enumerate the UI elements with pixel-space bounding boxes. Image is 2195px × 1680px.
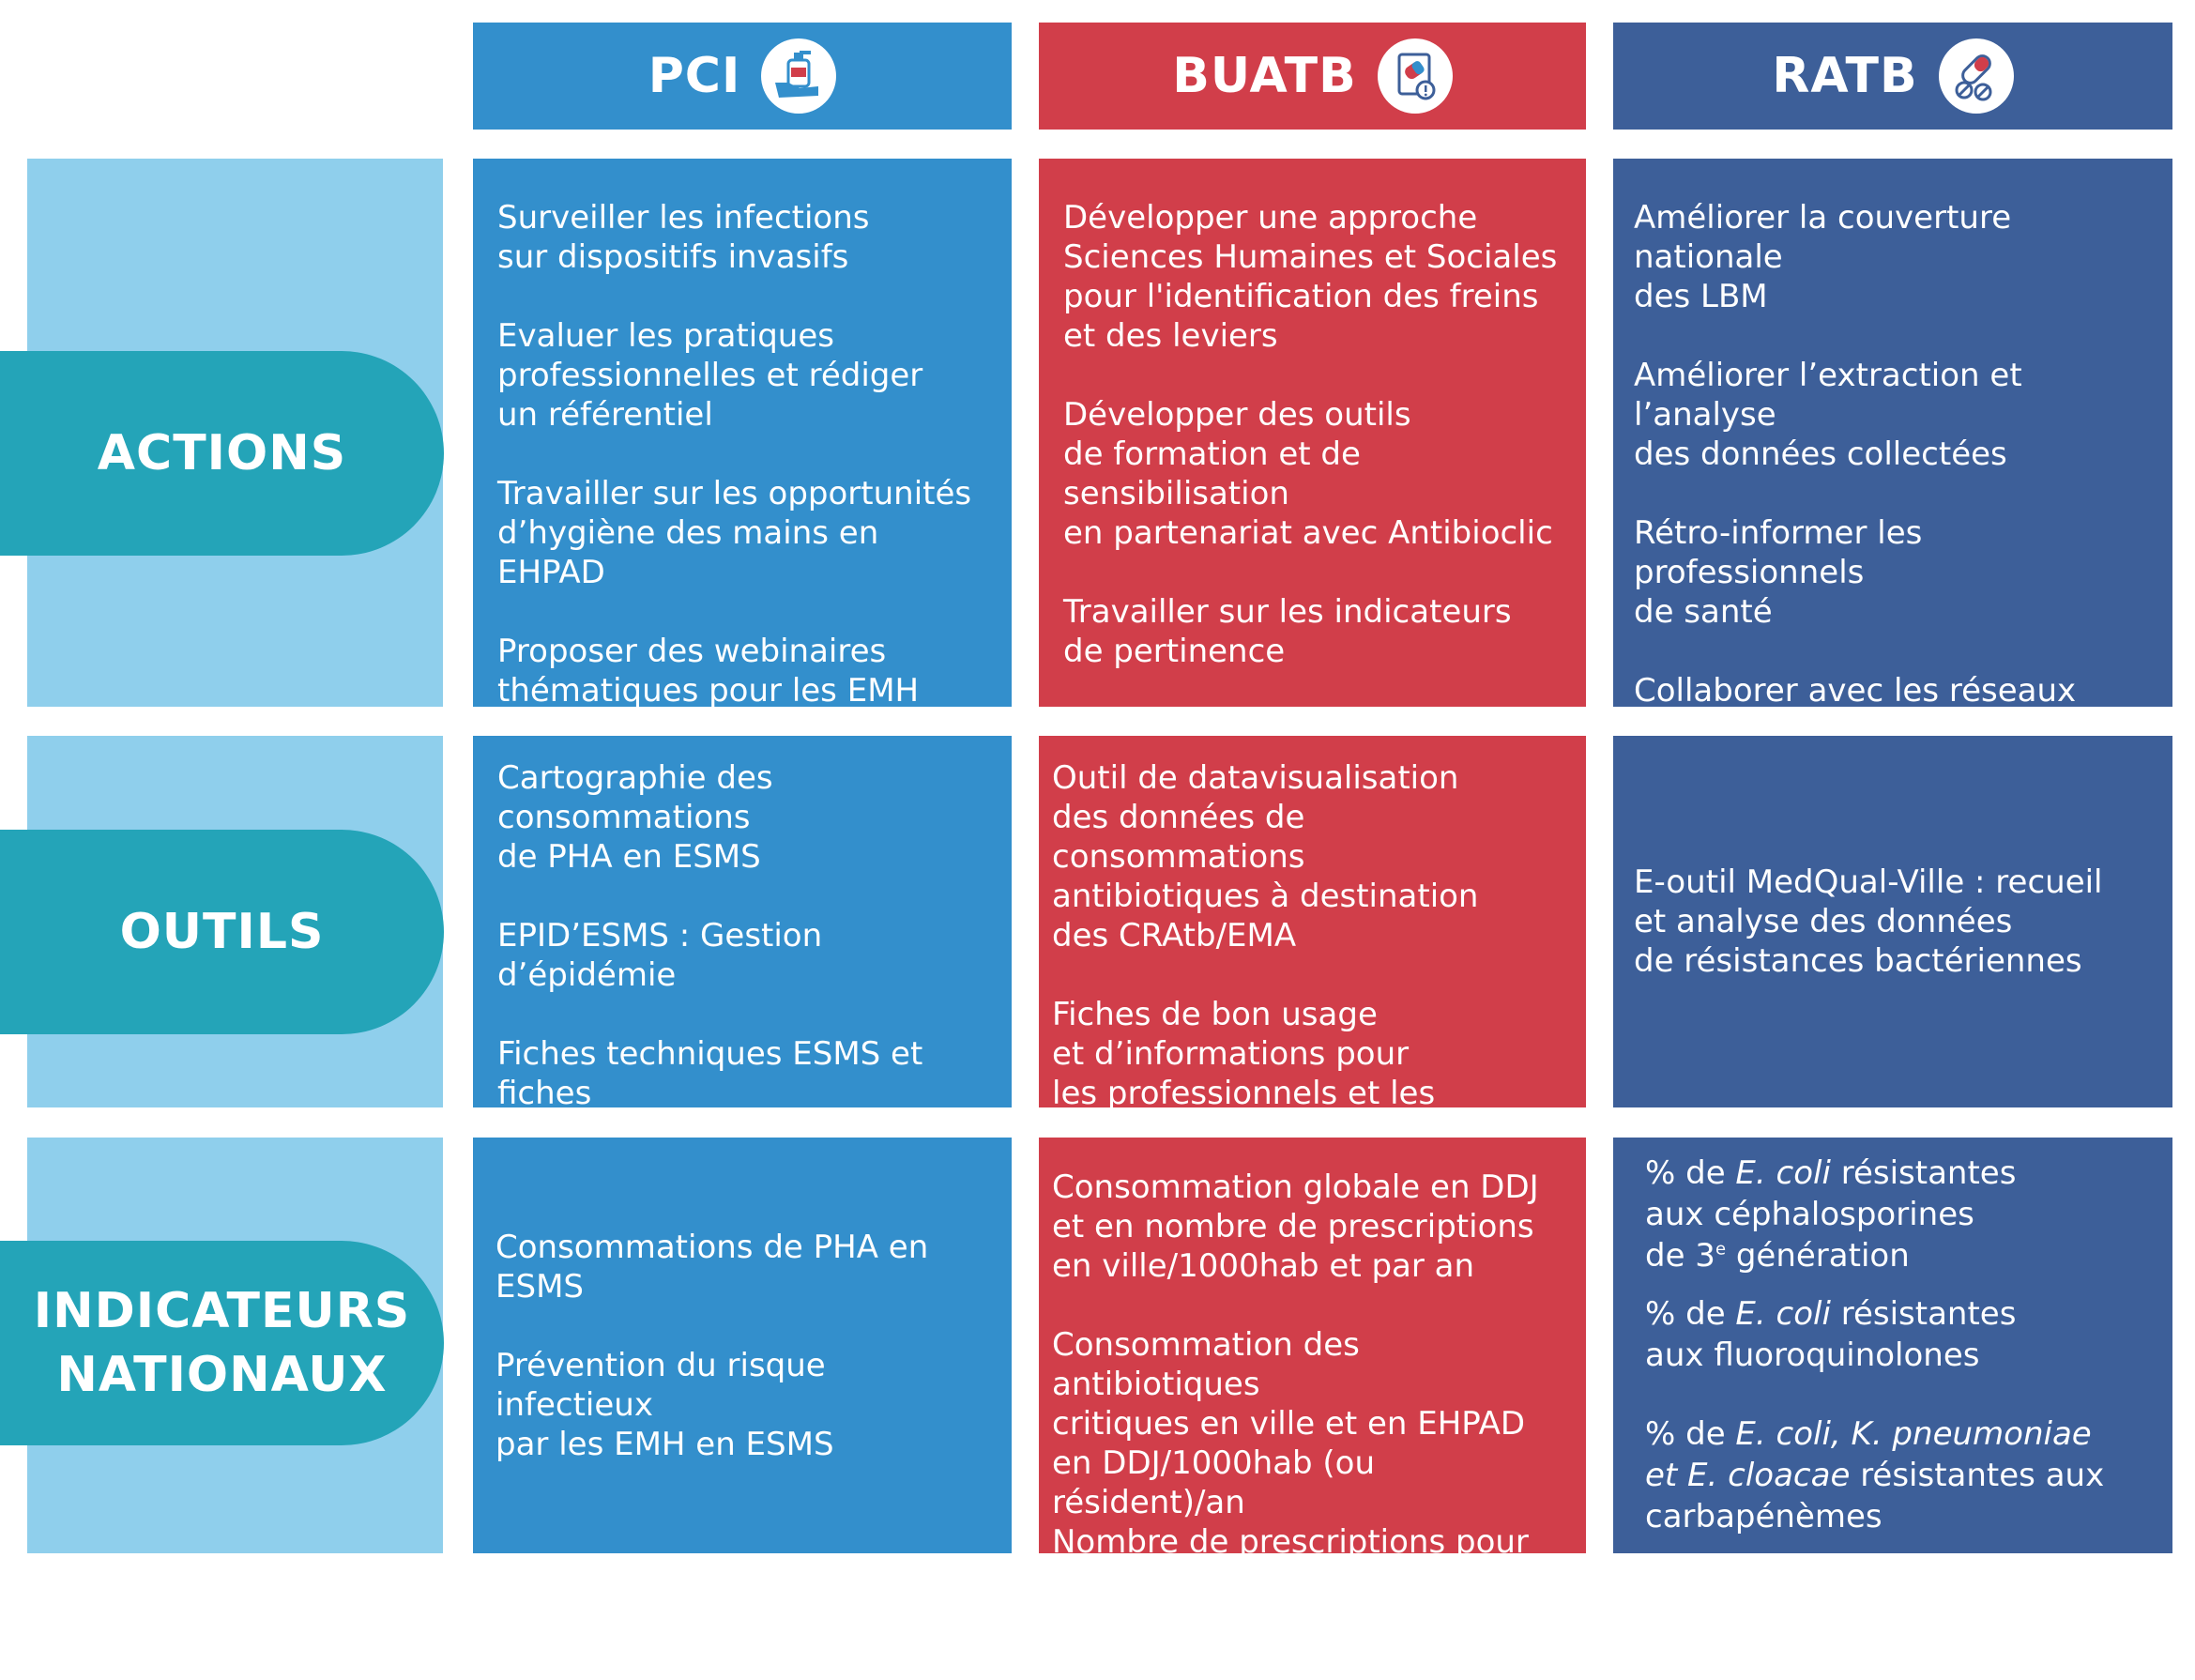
column-header-buatb: BUATB	[1039, 23, 1586, 130]
list-item: Travailler sur les indicateurs de pertin…	[1063, 593, 1512, 670]
cell-actions-ratb: Améliorer la couverture nationale des LB…	[1613, 159, 2172, 749]
column-title-buatb: BUATB	[1172, 48, 1357, 104]
pills-icon	[1938, 38, 2014, 114]
row-label-indicateurs: INDICATEURS NATIONAUX	[0, 1241, 444, 1445]
column-header-pci: PCI	[473, 23, 1012, 130]
list-item: Cartographie des consommations de PHA en…	[497, 759, 773, 876]
list-item: Fiches techniques ESMS et fiches pour le…	[497, 1035, 923, 1152]
list-item: Proposer des webinaires thématiques pour…	[497, 633, 920, 710]
list-item: Outil de datavisualisation des données d…	[1052, 759, 1479, 955]
list-item: Consommation des antibiotiques critiques…	[1052, 1326, 1529, 1679]
prescription-document-icon	[1377, 38, 1453, 114]
column-title-ratb: RATB	[1772, 48, 1918, 104]
list-item: % de E. coli résistantes aux fluoroquino…	[1645, 1295, 2017, 1374]
column-header-ratb: RATB	[1613, 23, 2172, 130]
list-item: Consommation globale en DDJ et en nombre…	[1052, 1168, 1539, 1285]
list-item: Prévention du risque infectieux par les …	[495, 1346, 834, 1463]
list-item: E-outil MedQual-Ville : recueil et analy…	[1634, 863, 2103, 980]
cell-indicateurs-buatb: Consommation globale en DDJ et en nombre…	[1039, 1138, 1586, 1679]
list-item: Rétro-informer les professionnels de san…	[1634, 514, 1923, 631]
list-item: EPID’ESMS : Gestion d’épidémie	[497, 917, 823, 994]
cell-indicateurs-ratb: % de E. coli résistantes aux céphalospor…	[1613, 1138, 2172, 1553]
hand-sanitizer-icon	[761, 38, 837, 114]
list-item: % de E. coli résistantes aux céphalospor…	[1645, 1154, 2017, 1275]
cell-actions-pci: Surveiller les infections sur dispositif…	[473, 159, 1012, 710]
row-label-actions: ACTIONS	[0, 351, 444, 556]
list-item: Améliorer l’extraction et l’analyse des …	[1634, 357, 2022, 473]
list-item: Consommations de PHA en ESMS	[495, 1228, 929, 1306]
row-label-outils: OUTILS	[0, 830, 444, 1034]
column-title-pci: PCI	[648, 48, 741, 104]
list-item: % de E. coli, K. pneumoniae et E. cloaca…	[1645, 1415, 2105, 1535]
list-item: Développer des outils de formation et de…	[1063, 396, 1553, 552]
list-item: Fiches de bon usage et d’informations po…	[1052, 996, 1436, 1152]
cell-actions-buatb: Développer une approche Sciences Humaine…	[1039, 159, 1586, 707]
cell-outils-pci: Cartographie des consommations de PHA en…	[473, 736, 1012, 1152]
list-item: Evaluer les pratiques professionnelles e…	[497, 317, 923, 434]
cell-outils-ratb: E-outil MedQual-Ville : recueil et analy…	[1613, 736, 2172, 1107]
list-item: Développer une approche Sciences Humaine…	[1063, 199, 1558, 355]
list-item: Améliorer la couverture nationale des LB…	[1634, 199, 2012, 315]
cell-indicateurs-pci: Consommations de PHA en ESMS Prévention …	[473, 1138, 1012, 1553]
list-item: Travailler sur les opportunités d’hygièn…	[497, 475, 972, 591]
cell-outils-buatb: Outil de datavisualisation des données d…	[1039, 736, 1586, 1152]
list-item: Surveiller les infections sur dispositif…	[497, 199, 870, 276]
